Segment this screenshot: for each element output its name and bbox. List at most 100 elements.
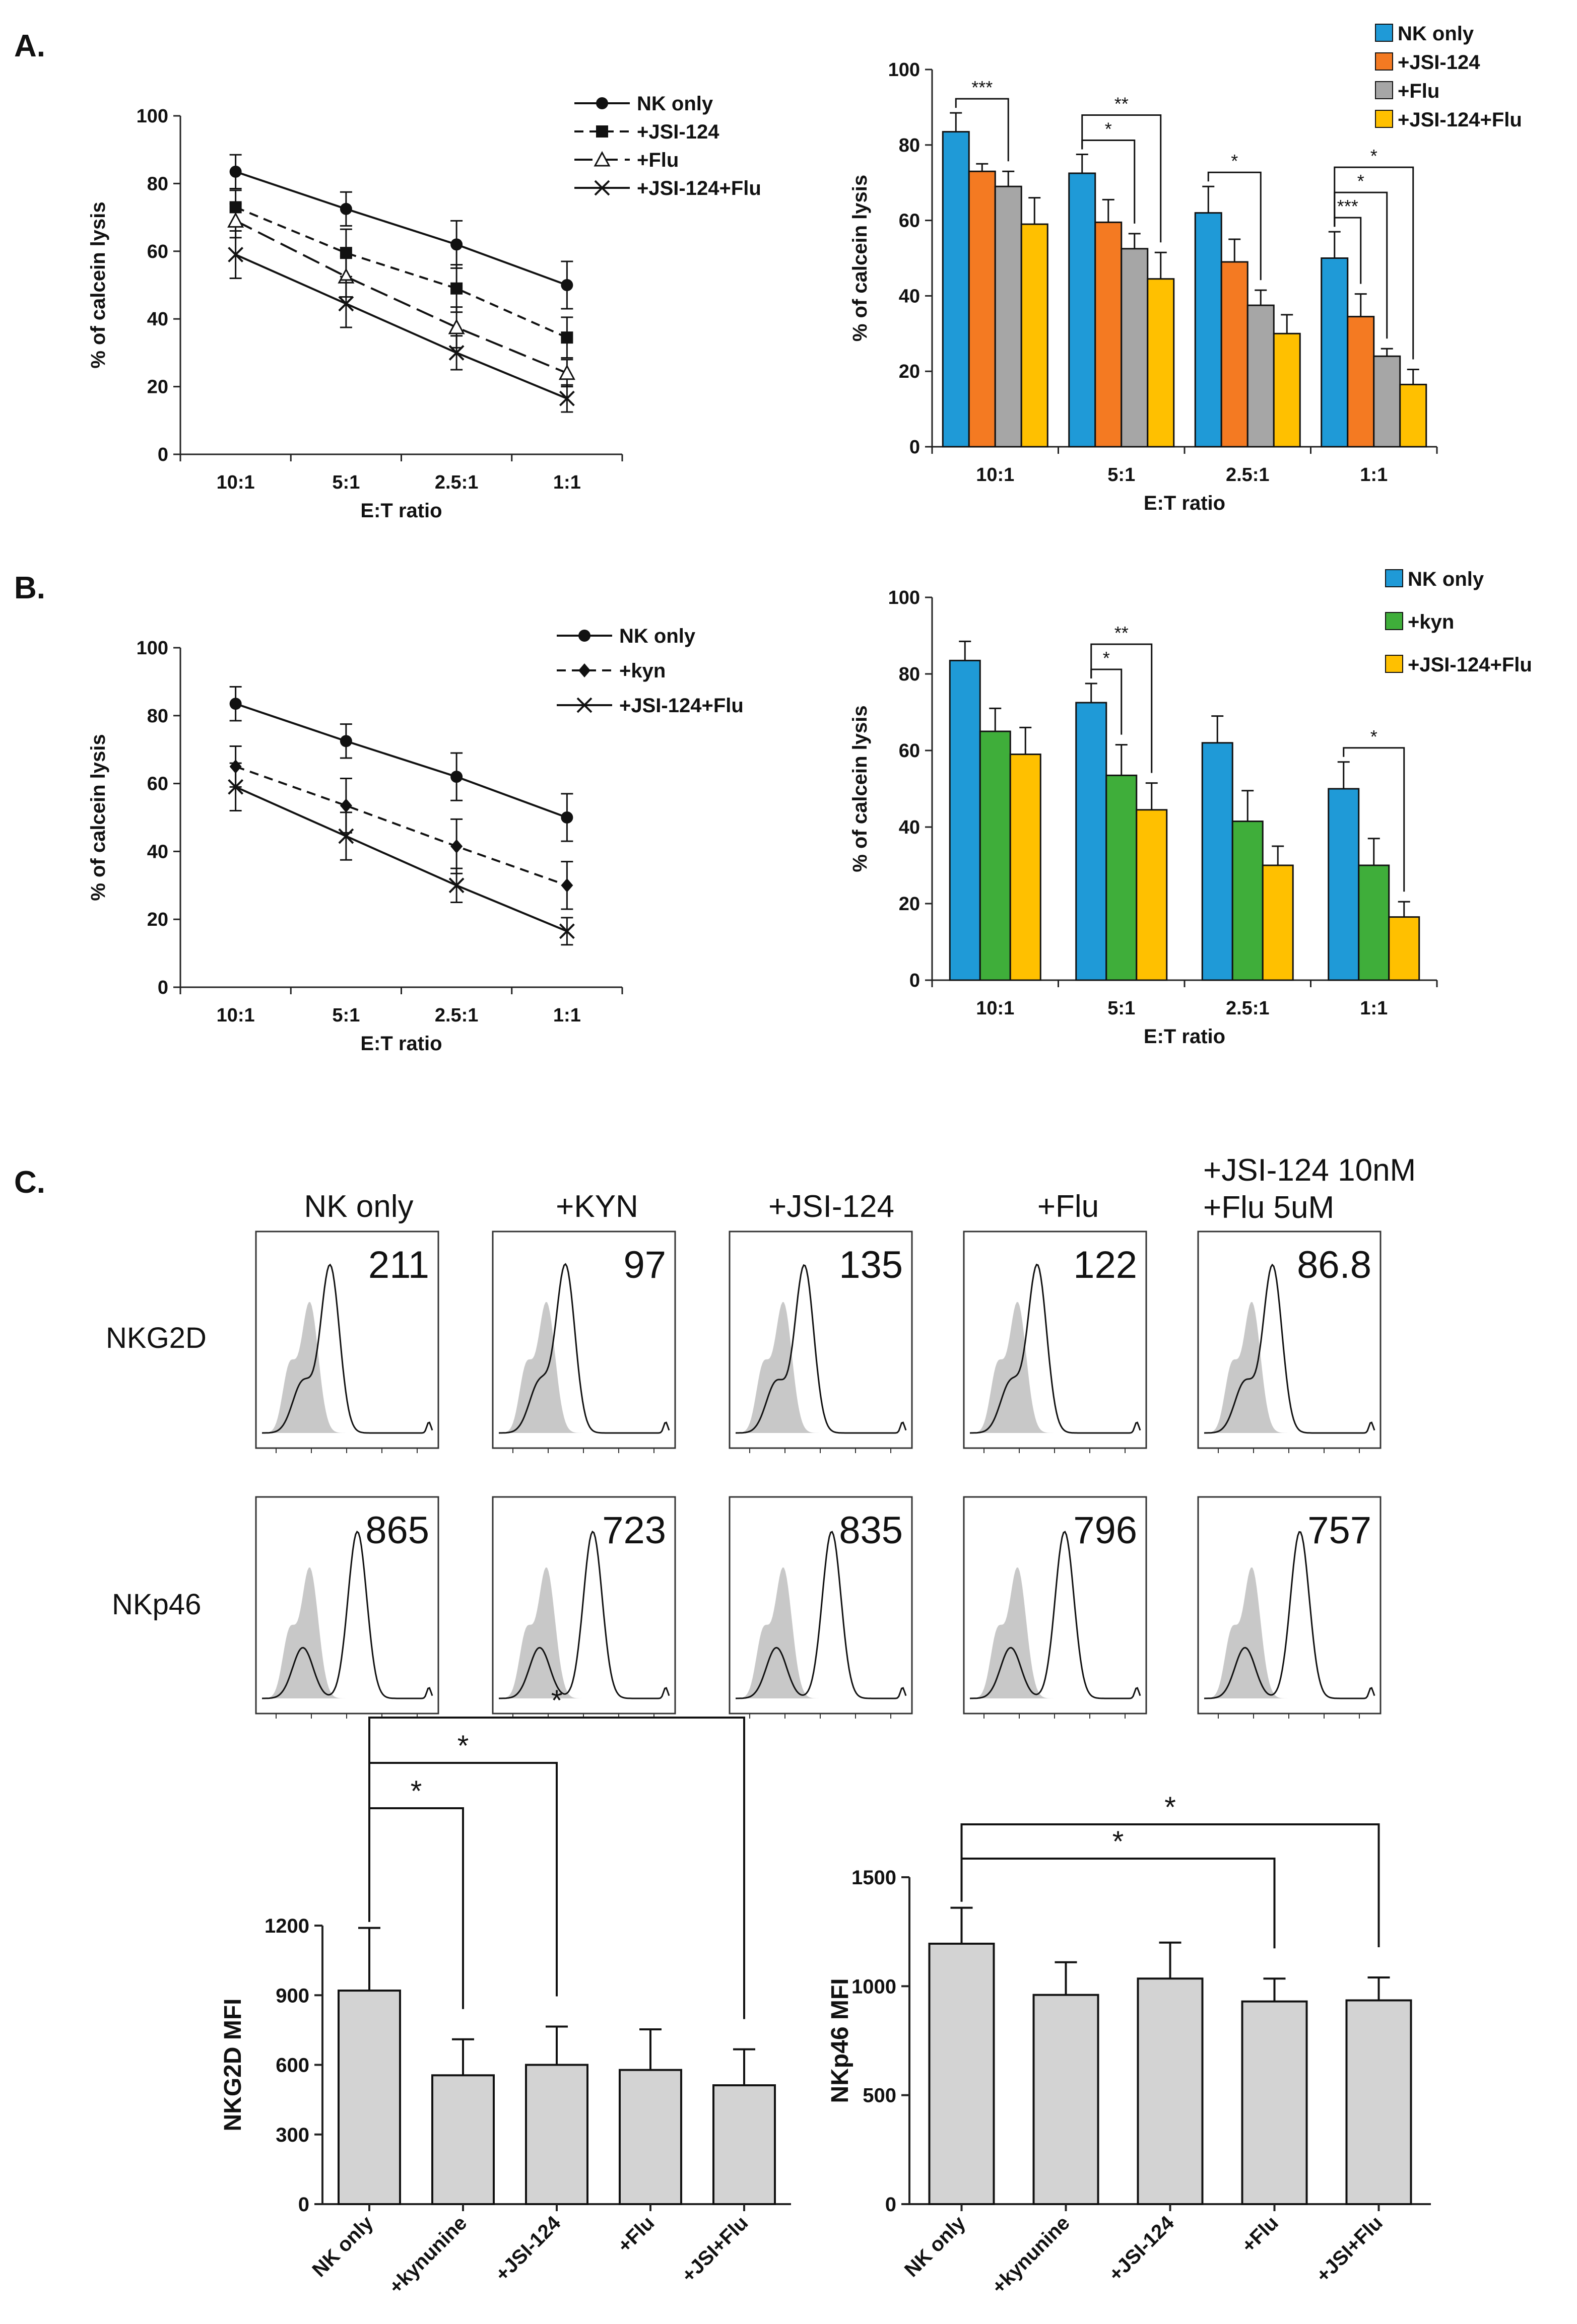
y-tick-label: 60 bbox=[147, 774, 168, 795]
y-tick-label: 20 bbox=[147, 377, 168, 398]
flow-col-header: NK only bbox=[304, 1189, 413, 1224]
y-tick-label: 600 bbox=[276, 2055, 309, 2077]
significance-label: * bbox=[1164, 1791, 1176, 1824]
y-axis-title: NKG2D MFI bbox=[220, 1999, 246, 2132]
series-line bbox=[235, 253, 568, 399]
y-tick-label: 100 bbox=[137, 106, 168, 127]
isotype-histogram bbox=[1204, 1567, 1374, 1698]
series-line bbox=[235, 170, 568, 286]
isotype-histogram bbox=[499, 1302, 669, 1433]
legend-marker bbox=[596, 125, 608, 138]
x-axis-title: E:T ratio bbox=[1144, 1026, 1225, 1048]
bar bbox=[1194, 212, 1222, 448]
flow-col-header: +JSI-124 bbox=[768, 1189, 894, 1224]
bar bbox=[1121, 248, 1149, 448]
chart-b-bar: 0 20 40 60 80 100 10:1 5:1 2.5:1 1:1 E:T ratio % of… bbox=[849, 568, 1532, 1048]
y-axis-title: % of calcein lysis bbox=[849, 175, 871, 341]
legend-label: +JSI-124 bbox=[637, 121, 719, 143]
mfi-value: 796 bbox=[1073, 1509, 1137, 1552]
series-line bbox=[235, 766, 568, 886]
legend-swatch bbox=[1375, 110, 1393, 128]
legend-label: +JSI-124+Flu bbox=[619, 695, 744, 717]
bar bbox=[1373, 355, 1401, 448]
significance-label: ** bbox=[1114, 94, 1129, 114]
data-point bbox=[448, 318, 465, 334]
legend-marker bbox=[578, 663, 590, 677]
y-tick-label: 1000 bbox=[851, 1975, 896, 1998]
isotype-histogram bbox=[1204, 1302, 1374, 1433]
stained-histogram bbox=[498, 1263, 670, 1434]
isotype-histogram bbox=[262, 1302, 432, 1433]
y-tick-label: 900 bbox=[276, 1985, 309, 2007]
data-point bbox=[229, 698, 242, 710]
x-tick-label: +Flu bbox=[613, 2212, 659, 2257]
legend-swatch bbox=[1375, 24, 1393, 42]
x-tick-label: +kynunine bbox=[988, 2212, 1074, 2298]
x-tick-label: 1:1 bbox=[1360, 464, 1388, 486]
bar bbox=[1262, 864, 1294, 981]
x-tick-label: 5:1 bbox=[332, 1005, 360, 1026]
significance-bracket bbox=[955, 98, 1009, 162]
legend-swatch bbox=[1375, 52, 1393, 71]
significance-bracket bbox=[1081, 114, 1162, 243]
bar bbox=[1009, 754, 1041, 981]
flow-row-label: NKG2D bbox=[106, 1322, 207, 1354]
bar bbox=[979, 730, 1011, 981]
y-tick-label: 80 bbox=[899, 664, 920, 685]
bar bbox=[619, 2069, 682, 2205]
bar bbox=[994, 185, 1022, 448]
significance-label: * bbox=[1370, 726, 1377, 747]
x-tick-label: NK only bbox=[900, 2212, 970, 2281]
legend-label: +Flu bbox=[1398, 80, 1439, 102]
legend-swatch bbox=[1375, 81, 1393, 99]
y-tick-label: 60 bbox=[899, 211, 920, 232]
y-tick-label: 0 bbox=[885, 2194, 896, 2216]
stained-histogram bbox=[261, 1530, 433, 1699]
significance-label: * bbox=[1231, 151, 1238, 171]
bar bbox=[1399, 383, 1427, 448]
mfi-value: 135 bbox=[839, 1244, 903, 1286]
x-tick-label: 1:1 bbox=[1360, 998, 1388, 1019]
y-tick-label: 40 bbox=[899, 817, 920, 838]
x-tick-label: 2.5:1 bbox=[435, 1005, 479, 1026]
bar bbox=[942, 131, 970, 448]
flow-boxes: 211 97 135 122 86.8 865 723 835 796 757 bbox=[255, 1231, 1382, 1719]
x-tick-label: +JSI+Flu bbox=[1312, 2212, 1387, 2287]
significance-label: * bbox=[457, 1730, 469, 1762]
bar bbox=[1220, 261, 1249, 448]
stained-histogram bbox=[735, 1531, 907, 1699]
isotype-histogram bbox=[499, 1567, 669, 1698]
data-point bbox=[561, 331, 573, 344]
x-tick-label: 2.5:1 bbox=[1226, 464, 1270, 486]
mfi-value: 757 bbox=[1307, 1509, 1371, 1552]
y-tick-label: 80 bbox=[147, 706, 168, 727]
series-line bbox=[235, 703, 568, 818]
legend-marker bbox=[594, 151, 611, 167]
y-tick-label: 20 bbox=[899, 361, 920, 382]
significance-label: *** bbox=[971, 77, 993, 98]
significance-bracket bbox=[368, 1807, 464, 2009]
series-line bbox=[235, 786, 568, 932]
data-point bbox=[561, 279, 573, 291]
panel-label-c: C. bbox=[14, 1165, 45, 1200]
y-axis-title: NKp46 MFI bbox=[827, 1978, 853, 2103]
bar bbox=[1246, 304, 1275, 448]
bar bbox=[1147, 278, 1175, 448]
x-tick-label: +JSI-124 bbox=[1104, 2212, 1178, 2286]
legend-label: NK only bbox=[1408, 568, 1484, 590]
legend-marker bbox=[594, 180, 610, 196]
data-point bbox=[448, 877, 465, 894]
data-point bbox=[558, 364, 575, 380]
y-tick-label: 40 bbox=[147, 841, 168, 862]
significance-label: *** bbox=[1337, 196, 1358, 217]
legend-marker bbox=[578, 630, 590, 642]
y-tick-label: 80 bbox=[147, 173, 168, 194]
data-point bbox=[559, 390, 575, 406]
bar bbox=[1068, 172, 1096, 448]
data-point bbox=[227, 212, 244, 228]
data-point bbox=[450, 771, 463, 783]
mfi-value: 122 bbox=[1073, 1244, 1137, 1286]
y-tick-label: 1500 bbox=[851, 1867, 896, 1889]
x-tick-label: 2.5:1 bbox=[1226, 998, 1270, 1019]
